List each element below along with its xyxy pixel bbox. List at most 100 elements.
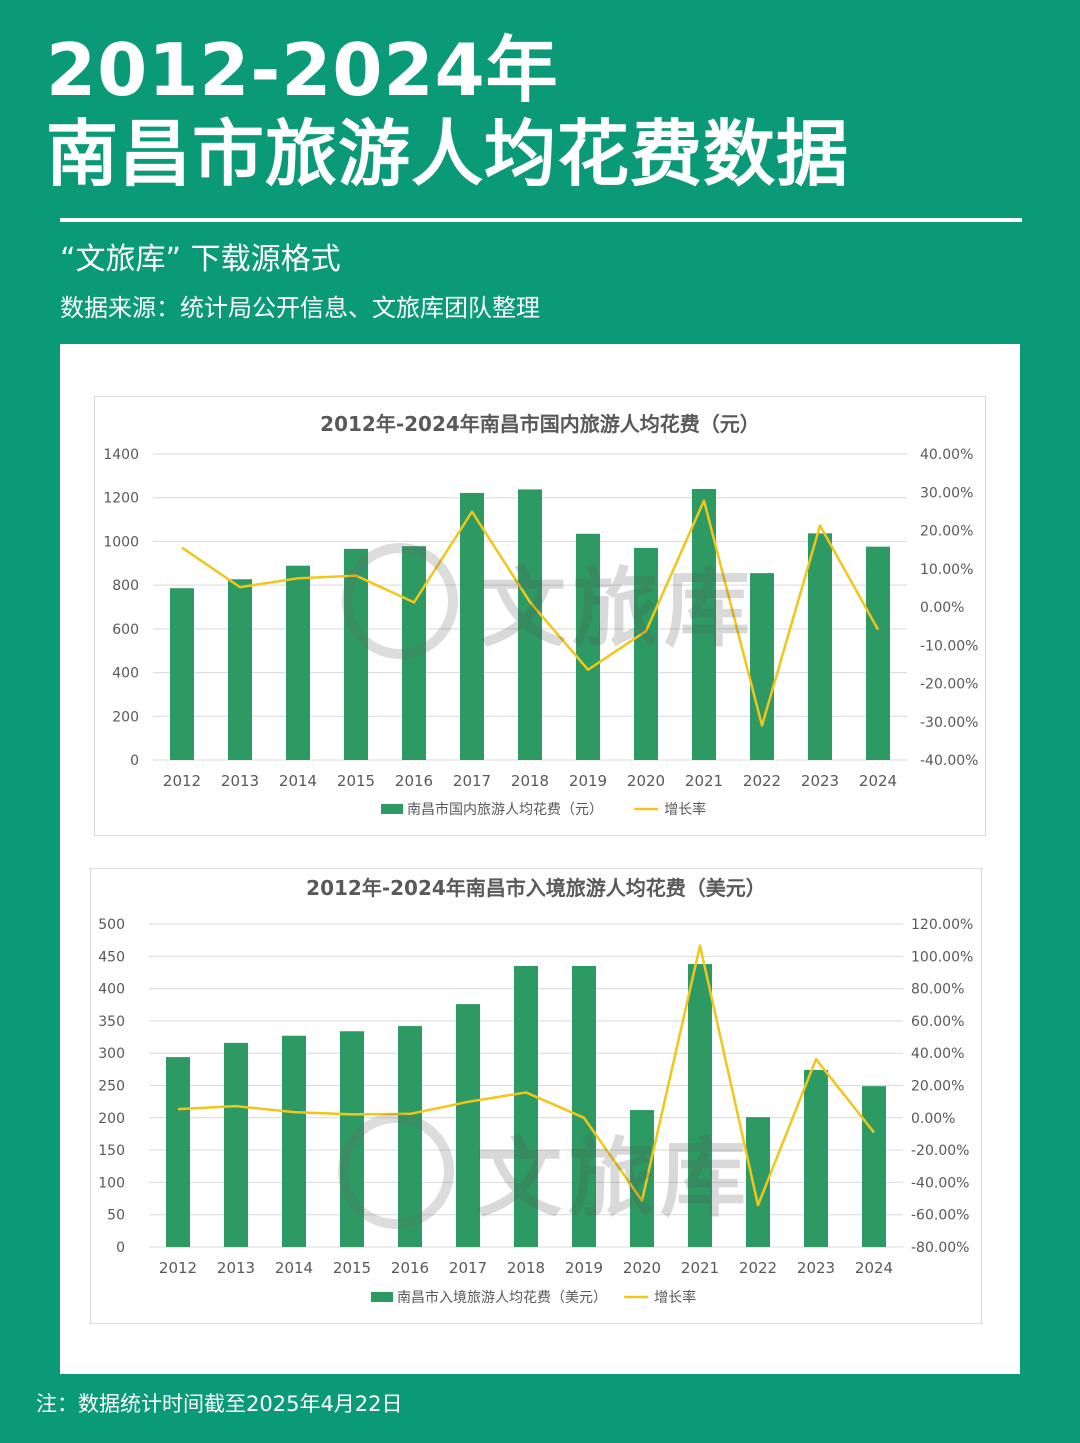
y2-tick-label: 20.00% (920, 524, 973, 540)
y-tick-label: 300 (98, 1046, 125, 1062)
x-tick-label: 2023 (801, 772, 839, 790)
y2-tick-label: -10.00% (920, 638, 978, 654)
legend-line-label: 增长率 (654, 1289, 696, 1306)
page-title-line2: 南昌市旅游人均花费数据 (46, 112, 850, 196)
bar (166, 1057, 190, 1247)
y-tick-label: 400 (98, 982, 125, 998)
y-tick-label: 600 (112, 622, 139, 638)
x-tick-label: 2013 (221, 772, 259, 790)
bar (402, 546, 426, 760)
bar (518, 489, 542, 760)
bar (750, 573, 774, 760)
y-tick-label: 400 (112, 666, 139, 682)
page-title-line1: 2012-2024年 (46, 28, 559, 112)
domestic-spending-chart: 2012年-2024年南昌市国内旅游人均花费（元） 0 200 400 600 800 10… (94, 396, 986, 836)
y-tick-label: 150 (98, 1143, 125, 1159)
charts-panel: 2012年-2024年南昌市国内旅游人均花费（元） 0 200 400 600 800 10… (60, 344, 1020, 1374)
y2-tick-label: -80.00% (911, 1240, 969, 1256)
bar (576, 533, 600, 760)
bar (514, 965, 538, 1247)
y2-tick-label: 120.00% (911, 917, 973, 933)
chart-title: 2012年-2024年南昌市入境旅游人均花费（美元） (306, 876, 766, 900)
x-tick-label: 2018 (507, 1259, 545, 1277)
y-tick-label: 50 (107, 1208, 125, 1224)
y-tick-label: 800 (112, 578, 139, 594)
legend-bar-label: 南昌市国内旅游人均花费（元） (407, 801, 603, 818)
x-tick-label: 2012 (163, 772, 201, 790)
x-tick-label: 2021 (681, 1259, 719, 1277)
y2-tick-label: -60.00% (911, 1208, 969, 1224)
footnote: 注：数据统计时间截至2025年4月22日 (36, 1392, 403, 1416)
y2-tick-label: 0.00% (920, 600, 964, 616)
bar (170, 588, 194, 760)
bar (398, 1026, 422, 1247)
bar (866, 546, 890, 760)
x-tick-label: 2014 (275, 1259, 313, 1277)
legend-bar-swatch (371, 1292, 393, 1302)
y2-tick-label: -20.00% (911, 1143, 969, 1159)
bar (344, 548, 368, 760)
y-tick-label: 350 (98, 1014, 125, 1030)
x-tick-label: 2018 (511, 772, 549, 790)
x-tick-label: 2020 (627, 772, 665, 790)
x-tick-label: 2013 (217, 1259, 255, 1277)
y2-tick-label: 30.00% (920, 485, 973, 501)
domestic-chart-svg: 2012年-2024年南昌市国内旅游人均花费（元） 0 200 400 600 800 10… (103, 412, 978, 818)
inbound-chart-svg: 2012年-2024年南昌市入境旅游人均花费（美元） 0 50 100 150 200 25… (98, 876, 973, 1306)
y2-tick-label: -40.00% (920, 753, 978, 769)
x-tick-label: 2023 (797, 1259, 835, 1277)
legend-bar-label: 南昌市入境旅游人均花费（美元） (397, 1289, 607, 1306)
x-tick-label: 2014 (279, 772, 317, 790)
bar (688, 964, 712, 1247)
x-tick-label: 2020 (623, 1259, 661, 1277)
x-tick-label: 2015 (337, 772, 375, 790)
legend-bar-swatch (381, 804, 403, 814)
y2-tick-label: 100.00% (911, 949, 973, 965)
bar (460, 492, 484, 760)
y2-tick-label: -20.00% (920, 677, 978, 693)
y2-tick-label: -30.00% (920, 715, 978, 731)
bar (228, 579, 252, 760)
y2-tick-label: 0.00% (911, 1111, 955, 1127)
legend-line-label: 增长率 (664, 801, 706, 818)
bar (286, 565, 310, 760)
y2-tick-label: 80.00% (911, 982, 964, 998)
data-source-subtitle: 数据来源：统计局公开信息、文旅库团队整理 (60, 294, 540, 322)
y-tick-label: 200 (98, 1111, 125, 1127)
bar (282, 1035, 306, 1247)
y2-tick-label: 10.00% (920, 562, 973, 578)
y-tick-label: 200 (112, 709, 139, 725)
x-tick-label: 2015 (333, 1259, 371, 1277)
y-tick-label: 1400 (103, 447, 139, 463)
x-tick-label: 2017 (453, 772, 491, 790)
x-tick-label: 2022 (739, 1259, 777, 1277)
y-tick-label: 1200 (103, 491, 139, 507)
y-tick-label: 500 (98, 917, 125, 933)
y-tick-label: 250 (98, 1079, 125, 1095)
y2-tick-label: 60.00% (911, 1014, 964, 1030)
x-tick-label: 2016 (391, 1259, 429, 1277)
x-tick-label: 2019 (569, 772, 607, 790)
y2-tick-label: 40.00% (920, 447, 973, 463)
bar (572, 965, 596, 1247)
x-tick-label: 2024 (859, 772, 897, 790)
chart-title: 2012年-2024年南昌市国内旅游人均花费（元） (320, 412, 760, 436)
y-tick-label: 450 (98, 949, 125, 965)
y2-tick-label: 40.00% (911, 1046, 964, 1062)
y2-tick-label: -40.00% (911, 1175, 969, 1191)
x-tick-label: 2021 (685, 772, 723, 790)
bar (456, 1004, 480, 1247)
x-tick-label: 2012 (159, 1259, 197, 1277)
bar (634, 547, 658, 760)
growth-rate-line (181, 499, 880, 727)
y2-tick-label: 20.00% (911, 1079, 964, 1095)
y-tick-label: 0 (130, 753, 139, 769)
y-tick-label: 1000 (103, 534, 139, 550)
x-tick-label: 2022 (743, 772, 781, 790)
source-format-subtitle: “文旅库” 下载源格式 (60, 242, 341, 277)
growth-rate-line (177, 944, 875, 1207)
bar (808, 533, 832, 760)
title-divider (60, 218, 1022, 222)
x-tick-label: 2024 (855, 1259, 893, 1277)
bar (862, 1086, 886, 1247)
